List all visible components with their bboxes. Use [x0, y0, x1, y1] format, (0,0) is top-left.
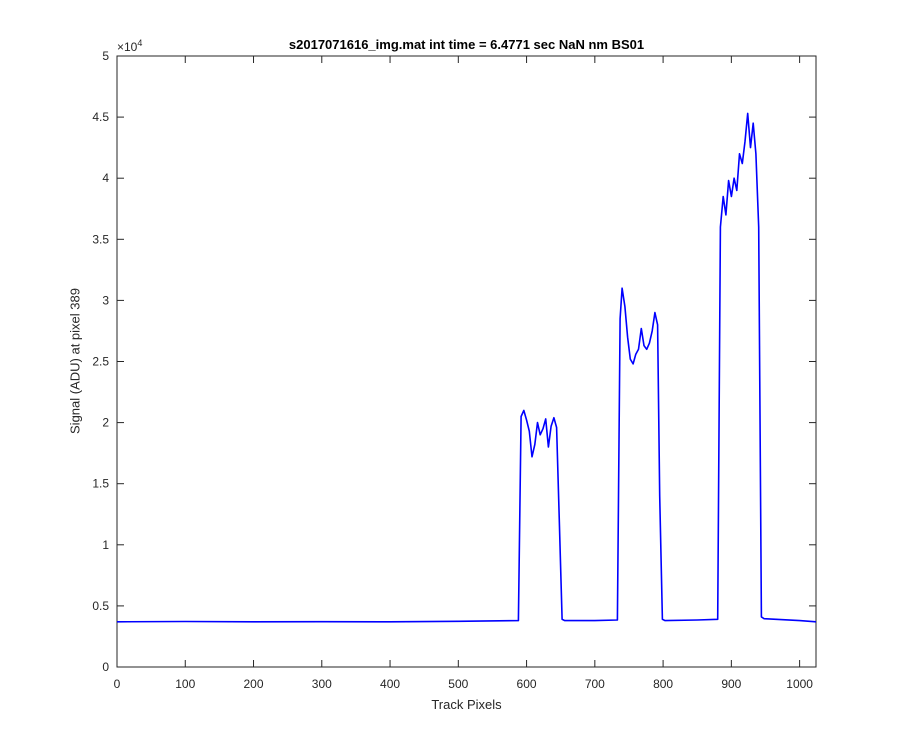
y-tick-label: 3: [102, 293, 109, 307]
y-tick-label: 0.5: [92, 599, 109, 613]
x-tick-label: 100: [175, 677, 195, 691]
x-tick-label: 200: [244, 677, 264, 691]
x-tick-label: 900: [721, 677, 741, 691]
x-tick-label: 700: [585, 677, 605, 691]
y-tick-label: 5: [102, 49, 109, 63]
plot-area: [116, 55, 817, 668]
x-tick-label: 300: [312, 677, 332, 691]
signal-series-line: [116, 112, 817, 623]
y-tick-label: 4: [102, 171, 109, 185]
y-tick-label: 2: [102, 416, 109, 430]
x-tick-label: 600: [517, 677, 537, 691]
y-tick-label: 2.5: [92, 355, 109, 369]
y-axis-label: Signal (ADU) at pixel 389: [67, 288, 83, 434]
x-tick-label: 800: [653, 677, 673, 691]
y-axis-multiplier: ×104: [117, 38, 143, 54]
x-axis-label: Track Pixels: [431, 697, 502, 712]
x-tick-label: 1000: [786, 677, 813, 691]
x-tick-label: 0: [114, 677, 121, 691]
y-tick-label: 3.5: [92, 232, 109, 246]
y-tick-label: 0: [102, 660, 109, 674]
y-tick-label: 1.5: [92, 477, 109, 491]
x-tick-label: 500: [448, 677, 468, 691]
y-tick-label: 1: [102, 538, 109, 552]
x-tick-label: 400: [380, 677, 400, 691]
chart-title: s2017071616_img.mat int time = 6.4771 se…: [288, 37, 645, 52]
y-tick-label: 4.5: [92, 110, 109, 124]
